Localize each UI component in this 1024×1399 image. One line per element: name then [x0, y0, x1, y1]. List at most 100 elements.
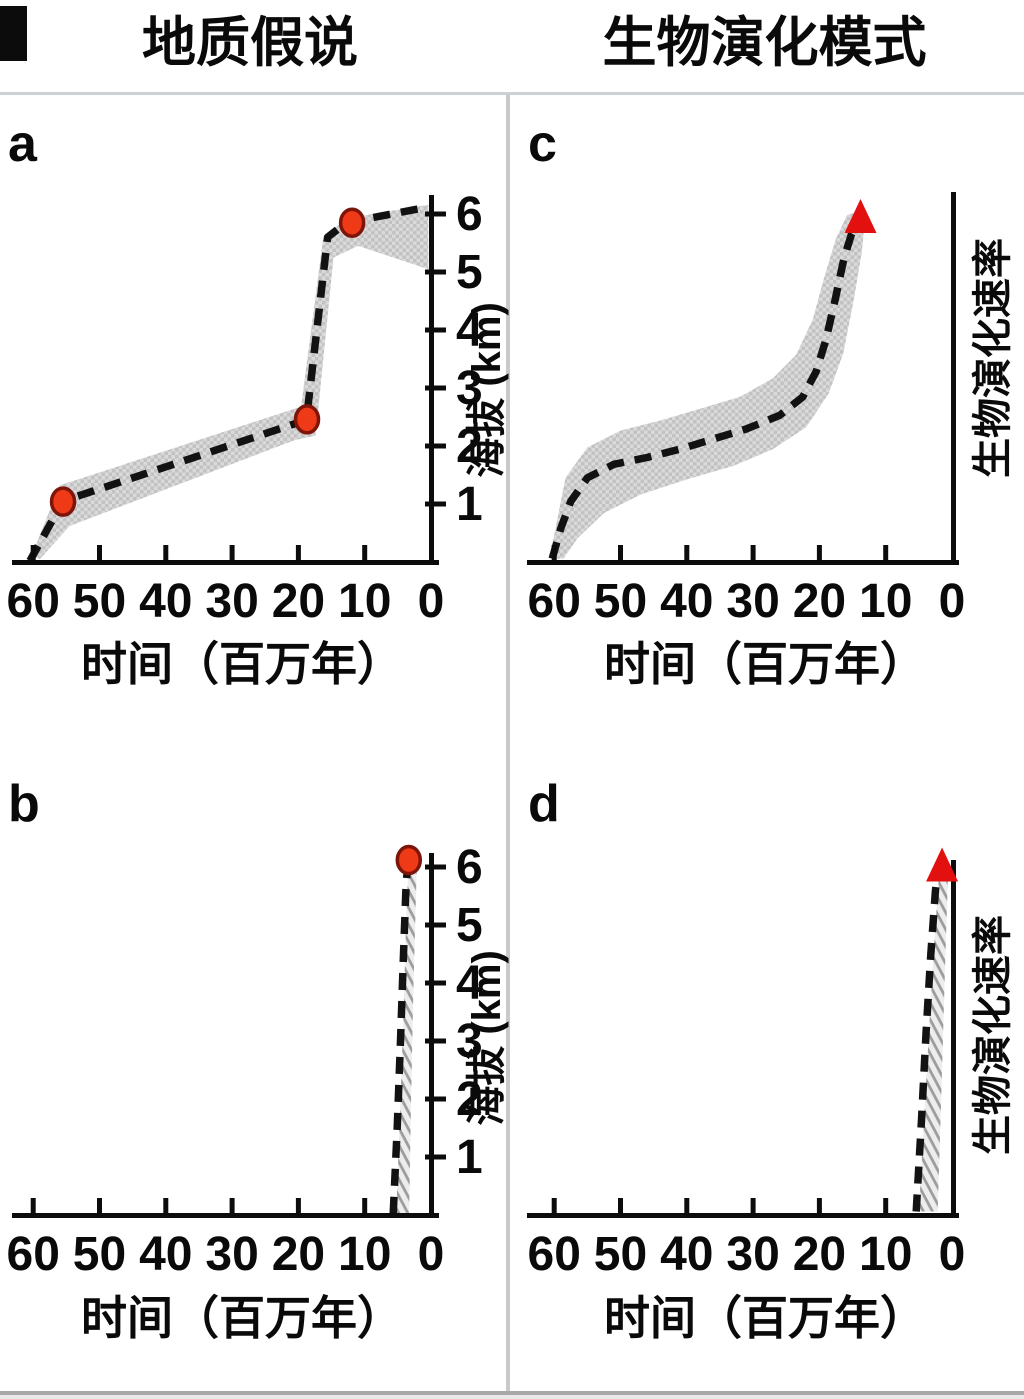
x-tick-c	[684, 545, 690, 560]
x-tick-label-a: 0	[418, 575, 445, 628]
y-tick-a	[425, 501, 446, 507]
x-tick-label-c: 50	[594, 575, 647, 628]
x-tick-a	[30, 545, 36, 560]
x-axis-d	[527, 1213, 959, 1218]
x-tick-b	[30, 1198, 36, 1213]
x-tick-b	[163, 1198, 169, 1213]
x-tick-a	[229, 545, 235, 560]
bottom-border-highlight	[0, 1395, 1024, 1399]
column-title-evolution: 生物演化模式	[602, 13, 927, 73]
y-tick-label-b: 3	[456, 1015, 483, 1068]
x-axis-a	[12, 560, 439, 565]
y-tick-b	[425, 864, 446, 870]
x-tick-label-d: 30	[726, 1228, 779, 1281]
x-tick-label-b: 60	[7, 1228, 60, 1281]
x-tick-label-d: 0	[939, 1228, 966, 1281]
y-tick-a	[425, 443, 446, 449]
x-axis-b	[12, 1213, 439, 1218]
y-tick-b	[425, 980, 446, 986]
corner-block	[0, 6, 27, 61]
y-tick-label-b: 5	[456, 899, 483, 952]
event-marker-circle-b	[395, 844, 423, 876]
x-tick-c	[883, 545, 889, 560]
x-tick-b	[295, 1198, 301, 1213]
uncertainty-band-b	[396, 869, 417, 1214]
x-tick-label-c: 20	[793, 575, 846, 628]
x-tick-label-a: 10	[338, 575, 391, 628]
y-tick-label-a: 1	[456, 478, 483, 531]
y-tick-a	[425, 269, 446, 275]
y-axis-title-c: 生物演化速率	[971, 238, 1015, 478]
x-axis-title-c: 时间（百万年）	[604, 638, 926, 690]
x-tick-c	[618, 545, 623, 560]
panel-label-a: a	[8, 115, 37, 173]
x-tick-label-d: 50	[594, 1228, 647, 1281]
x-tick-label-d: 20	[793, 1228, 846, 1281]
y-tick-label-b: 2	[456, 1073, 483, 1126]
event-marker-circle-a	[293, 404, 321, 435]
x-axis-c	[527, 560, 959, 565]
x-axis-title-d: 时间（百万年）	[604, 1292, 926, 1344]
y-tick-label-a: 5	[456, 246, 483, 299]
x-tick-b	[229, 1198, 235, 1213]
y-axis-title-a: 海拔 (km)	[465, 302, 509, 478]
x-tick-d	[551, 1198, 557, 1213]
y-tick-a	[425, 211, 446, 217]
x-tick-label-c: 0	[939, 575, 966, 628]
y-tick-b	[425, 1154, 446, 1160]
x-tick-c	[816, 545, 822, 560]
uncertainty-band-a	[31, 204, 429, 560]
x-tick-label-c: 60	[528, 575, 581, 628]
y-tick-b	[425, 1096, 446, 1102]
x-tick-label-b: 0	[418, 1228, 445, 1281]
column-divider-line	[506, 94, 510, 1399]
y-tick-label-a: 3	[456, 362, 483, 415]
y-tick-b	[425, 922, 446, 928]
uncertainty-band-d	[918, 863, 949, 1212]
x-tick-label-d: 10	[859, 1228, 912, 1281]
x-tick-a	[362, 545, 368, 560]
x-tick-c	[551, 545, 557, 560]
bottom-border-line	[0, 1391, 1024, 1395]
y-axis-title-b: 海拔 (km)	[465, 950, 509, 1126]
x-tick-label-b: 20	[272, 1228, 325, 1281]
x-tick-d	[618, 1198, 623, 1213]
y-axis-b	[429, 853, 434, 1217]
y-tick-label-a: 2	[456, 420, 483, 473]
y-tick-label-b: 1	[456, 1131, 483, 1184]
event-marker-circle-a	[49, 486, 77, 517]
x-tick-label-d: 60	[528, 1228, 581, 1281]
x-tick-d	[883, 1198, 889, 1213]
x-tick-b	[362, 1198, 368, 1213]
x-tick-label-a: 30	[205, 575, 258, 628]
x-tick-label-b: 30	[205, 1228, 258, 1281]
trend-line-c	[548, 223, 861, 560]
y-axis-c	[951, 192, 956, 564]
x-tick-a	[97, 545, 102, 560]
y-tick-a	[425, 327, 446, 333]
x-tick-label-a: 20	[272, 575, 325, 628]
panel-label-c: c	[528, 115, 557, 173]
column-title-geology: 地质假说	[142, 13, 358, 73]
x-tick-label-b: 50	[73, 1228, 126, 1281]
event-marker-triangle-d	[926, 847, 959, 882]
x-tick-label-b: 40	[139, 1228, 192, 1281]
x-tick-d	[684, 1198, 690, 1213]
y-axis-d	[951, 860, 956, 1217]
event-marker-circle-a	[338, 207, 366, 238]
x-tick-c	[750, 545, 756, 560]
y-tick-label-a: 4	[456, 304, 483, 357]
x-tick-label-b: 10	[338, 1228, 391, 1281]
y-axis-title-d: 生物演化速率	[971, 915, 1015, 1155]
x-tick-label-a: 60	[7, 575, 60, 628]
x-tick-b	[97, 1198, 102, 1213]
trend-line-b	[389, 860, 412, 1214]
y-tick-a	[425, 385, 446, 391]
panel-label-d: d	[528, 775, 560, 833]
y-tick-label-a: 6	[456, 188, 483, 241]
x-tick-a	[295, 545, 301, 560]
panel-label-b: b	[8, 775, 40, 833]
y-tick-label-b: 4	[456, 957, 483, 1010]
x-tick-label-a: 50	[73, 575, 126, 628]
